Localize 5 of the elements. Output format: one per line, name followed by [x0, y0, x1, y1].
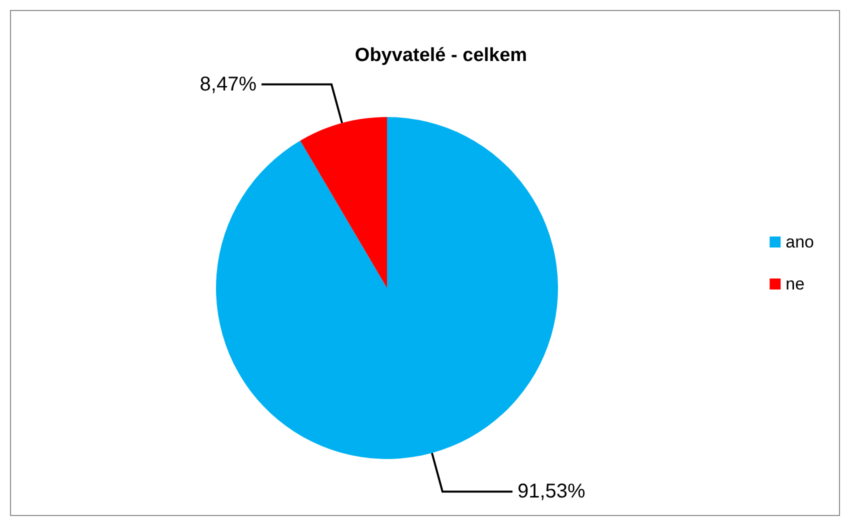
legend-label: ne [786, 274, 805, 294]
chart-title: Obyvatelé - celkem [354, 45, 528, 66]
legend-label: ano [786, 232, 814, 252]
data-label: 91,53% [517, 480, 586, 503]
data-label: 8,47% [200, 73, 257, 96]
